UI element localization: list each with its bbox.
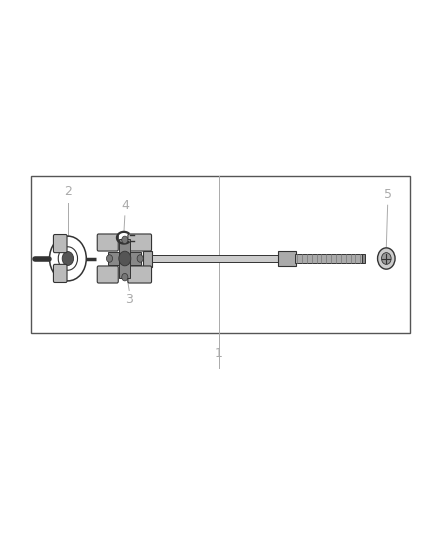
FancyBboxPatch shape (53, 264, 67, 282)
Circle shape (122, 273, 128, 281)
FancyBboxPatch shape (53, 235, 67, 253)
Text: 2: 2 (64, 185, 72, 198)
Circle shape (381, 253, 391, 264)
FancyBboxPatch shape (128, 266, 152, 283)
Bar (152, 255, 282, 262)
Text: 3: 3 (125, 293, 133, 306)
Bar (108, 252, 141, 265)
Bar (295, 254, 363, 263)
FancyBboxPatch shape (97, 266, 118, 283)
Circle shape (62, 252, 74, 265)
FancyBboxPatch shape (97, 234, 118, 251)
Bar (143, 251, 152, 266)
Circle shape (137, 255, 143, 262)
Bar (362, 254, 365, 263)
Circle shape (378, 248, 395, 269)
Circle shape (106, 255, 113, 262)
FancyBboxPatch shape (128, 234, 152, 251)
Text: 5: 5 (384, 188, 392, 201)
Text: 1: 1 (215, 347, 223, 360)
Bar (278, 251, 296, 266)
Text: 4: 4 (121, 199, 129, 212)
Bar (119, 239, 131, 278)
Bar (31, 176, 410, 333)
Circle shape (122, 236, 128, 244)
Circle shape (119, 251, 131, 266)
